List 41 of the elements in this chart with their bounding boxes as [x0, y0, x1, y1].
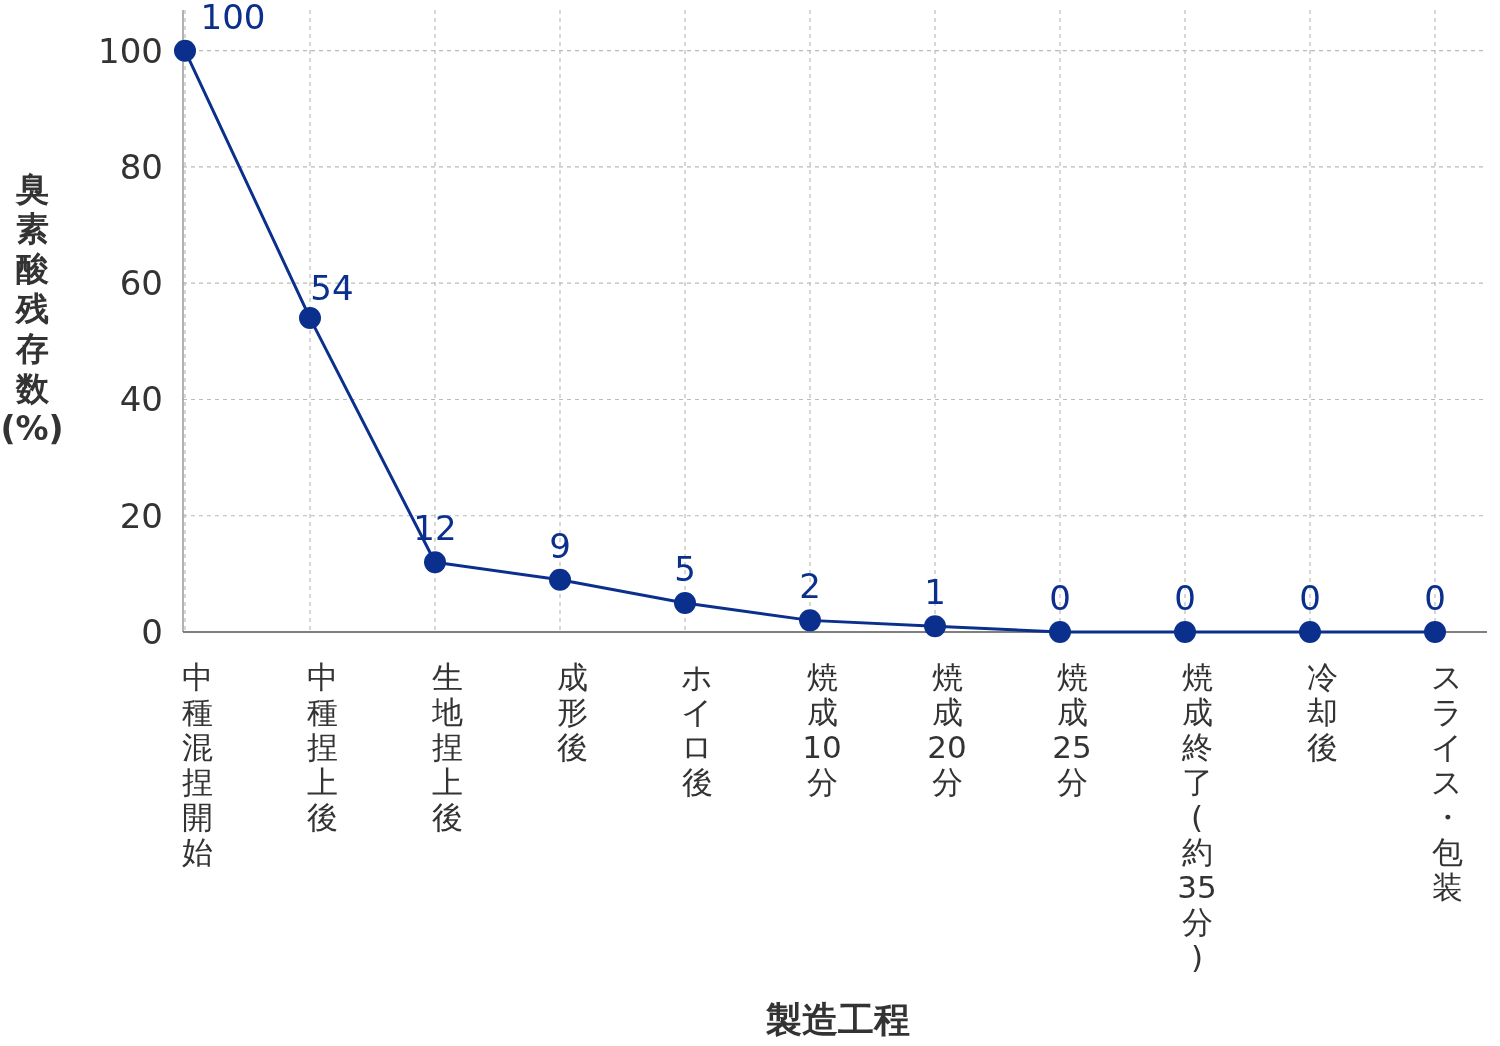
point — [924, 615, 946, 638]
data-label: 12 — [413, 508, 457, 549]
point — [1299, 621, 1321, 643]
point — [424, 551, 446, 574]
data-label: 5 — [674, 548, 696, 589]
y-tick-label: 80 — [119, 146, 163, 187]
data-label: 2 — [799, 566, 821, 607]
point — [549, 568, 571, 591]
point — [174, 39, 196, 62]
x-tick-label: ホイロ後 — [681, 659, 713, 800]
y-tick-label: 40 — [119, 379, 163, 420]
data-label: 9 — [549, 525, 571, 566]
x-tick-label: 焼成10分 — [802, 659, 842, 800]
x-tick-label: 中種混捏開始 — [181, 659, 213, 870]
x-tick-label: 焼成25分 — [1052, 659, 1092, 800]
data-label: 0 — [1049, 578, 1071, 618]
data-label: 54 — [310, 268, 354, 309]
point — [674, 591, 696, 614]
category-label: 焼成終了(約35分) — [1177, 659, 1217, 975]
data-label: 0 — [1424, 578, 1446, 618]
y-tick-label: 60 — [119, 263, 163, 304]
point — [1049, 621, 1071, 643]
y-axis-title: 臭素酸残存数(%) — [0, 169, 64, 448]
point — [799, 609, 821, 632]
point — [1424, 621, 1446, 643]
data-label: 0 — [1174, 578, 1196, 618]
data-label: 1 — [924, 572, 946, 613]
x-tick-label: 生地捏上後 — [430, 659, 463, 835]
x-tick-label: 冷却後 — [1306, 659, 1338, 765]
x-tick-label: スライス・包装 — [1431, 659, 1463, 905]
x-tick-label: 焼成20分 — [927, 659, 967, 800]
y-tick-label: 20 — [119, 495, 163, 536]
y-tick-label: 0 — [141, 612, 163, 652]
x-tick-label: 成形後 — [556, 659, 588, 765]
x-tick-label: 中種捏上後 — [306, 659, 338, 835]
data-label: 100 — [200, 0, 266, 37]
point — [299, 307, 321, 330]
point — [1174, 621, 1196, 643]
y-tick-label: 100 — [98, 30, 163, 71]
data-label: 0 — [1299, 578, 1321, 618]
x-axis-title: 製造工程 — [765, 999, 910, 1040]
